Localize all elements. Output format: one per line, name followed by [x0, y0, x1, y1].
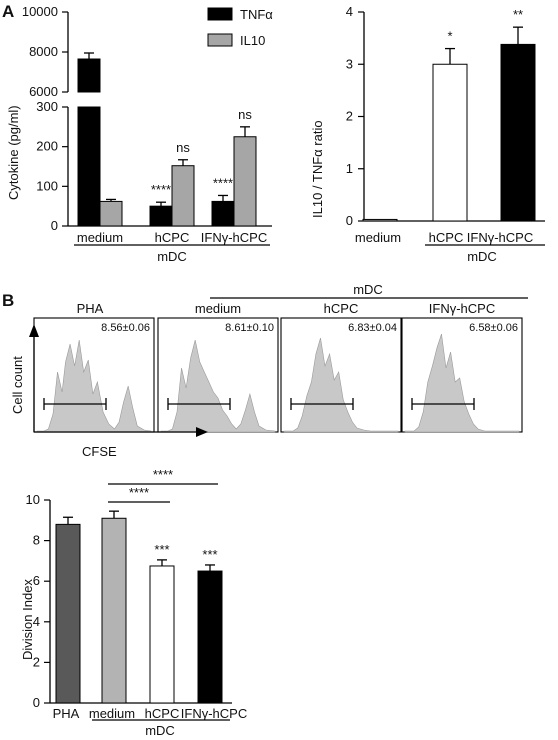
cytokine-xtick-label: hCPC — [155, 230, 190, 245]
ratio-annotation: ** — [513, 7, 523, 22]
cytokine-ytick-label: 8000 — [29, 44, 58, 59]
ratio-bar-2 — [500, 43, 536, 222]
cytokine-ytick-label: 300 — [36, 99, 58, 114]
cytokine-xtick-label: IFNγ-hCPC — [201, 230, 267, 245]
cytokine-annotation: **** — [151, 182, 171, 197]
histogram-value-label: 8.61±0.10 — [225, 322, 274, 334]
ratio-group-label: mDC — [467, 249, 497, 264]
division-ytick-label: 0 — [33, 695, 40, 710]
cfse-group-label: mDC — [353, 282, 383, 297]
cytokine-annotation: ns — [238, 107, 252, 122]
panel-label-b: B — [2, 291, 14, 310]
histogram-curve-1 — [160, 339, 276, 433]
ratio-ytick-label: 1 — [346, 161, 353, 176]
legend-swatch-il10 — [207, 33, 233, 47]
ratio-xtick-label: IFNγ-hCPC — [467, 230, 533, 245]
histogram-curve-3 — [404, 333, 520, 433]
cytokine-annotation: ns — [176, 140, 190, 155]
division-bar-2 — [149, 565, 175, 704]
cytokine-ytick-label: 100 — [36, 178, 58, 193]
legend-label-il10: IL10 — [240, 33, 265, 48]
legend-swatch-tnf — [207, 7, 233, 21]
tnf-bar-1 — [149, 205, 173, 227]
division-annotation: *** — [154, 542, 169, 557]
division-bar-0 — [55, 523, 81, 704]
histogram-value-label: 6.58±0.06 — [469, 322, 518, 334]
division-ytick-label: 6 — [33, 573, 40, 588]
histogram-title: medium — [195, 301, 241, 316]
division-xtick-label: IFNγ-hCPC — [181, 706, 247, 721]
cfse-label: CFSE — [82, 444, 117, 459]
division-ytick-label: 4 — [33, 614, 40, 629]
ratio-ylabel: IL10 / TNFα ratio — [310, 120, 325, 218]
histogram-title: PHA — [77, 301, 104, 316]
division-bar-1 — [101, 517, 127, 704]
cfse-arrowhead — [196, 427, 208, 437]
cytokine-group-label: mDC — [157, 249, 187, 264]
ratio-ytick-label: 0 — [346, 213, 353, 228]
il10-bar-2 — [233, 136, 257, 227]
cytokine-ytick-label: 6000 — [29, 84, 58, 99]
cytokine-xtick-label: medium — [77, 230, 123, 245]
division-xtick-label: PHA — [53, 706, 80, 721]
tnf-bar-0-upper — [77, 58, 101, 93]
histogram-curve-0 — [36, 339, 152, 433]
division-ytick-label: 8 — [33, 533, 40, 548]
division-ylabel: Division Index — [20, 579, 35, 660]
ratio-bar-1 — [432, 63, 468, 222]
ratio-xtick-label: hCPC — [429, 230, 464, 245]
division-bracket-label: **** — [129, 485, 149, 500]
histogram-title: IFNγ-hCPC — [429, 301, 495, 316]
cytokine-ylabel: Cytokine (pg/ml) — [6, 105, 21, 200]
tnf-bar-2 — [211, 200, 235, 227]
legend-label-tnf: TNFα — [240, 7, 273, 22]
histogram-curve-2 — [283, 337, 399, 433]
cytokine-ytick-label: 200 — [36, 139, 58, 154]
cytokine-ytick-label: 0 — [51, 218, 58, 233]
histogram-value-label: 8.56±0.06 — [101, 322, 150, 334]
cytokine-ytick-label: 10000 — [22, 4, 58, 19]
cytokine-annotation: **** — [213, 175, 233, 190]
il10-bar-1 — [171, 165, 195, 227]
histogram-value-label: 6.83±0.04 — [348, 322, 397, 334]
ratio-xtick-label: medium — [355, 230, 401, 245]
division-group-label: mDC — [145, 723, 175, 738]
cell-count-label: Cell count — [10, 356, 25, 414]
division-ytick-label: 10 — [26, 492, 40, 507]
tnf-bar-0-lower — [77, 106, 101, 227]
division-ytick-label: 2 — [33, 654, 40, 669]
division-annotation: *** — [202, 547, 217, 562]
division-xtick-label: medium — [89, 706, 135, 721]
cell-count-arrowhead — [29, 324, 39, 337]
division-xtick-label: hCPC — [145, 706, 180, 721]
panel-label-a: A — [2, 2, 14, 21]
division-bracket-label: **** — [153, 467, 173, 482]
ratio-annotation: * — [447, 29, 452, 44]
ratio-ytick-label: 4 — [346, 4, 353, 19]
histogram-title: hCPC — [324, 301, 359, 316]
ratio-ytick-label: 3 — [346, 56, 353, 71]
ratio-bar-0 — [362, 218, 398, 222]
division-bar-3 — [197, 570, 223, 704]
cfse-histograms: mDC 8.56±0.06 PHA 8.61±0.10 medium 6.83±0.04… — [10, 282, 528, 459]
il10-bar-0 — [99, 200, 123, 227]
ratio-ytick-label: 2 — [346, 109, 353, 124]
division-chart: Division Index 0 2 4 6 8 10 *** *** **** **** P… — [20, 467, 247, 738]
